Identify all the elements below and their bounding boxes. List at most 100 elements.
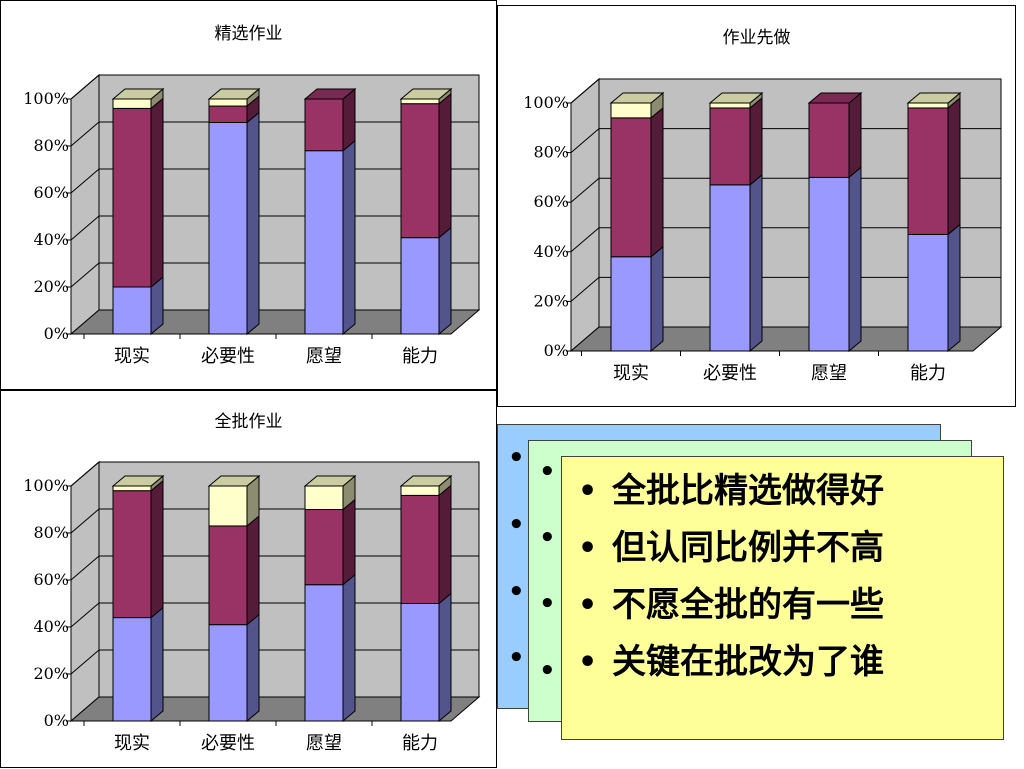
bullet-item: • 关键在批改为了谁	[562, 634, 1003, 691]
chart-title: 精选作业	[214, 24, 283, 44]
bullet-list: • 全批比精选做得好 • 但认同比例并不高 • 不愿全批的有一些 • 关键在批改为了谁	[562, 463, 1003, 691]
y-tick-label: 20%	[533, 291, 569, 310]
bar-segment	[208, 98, 248, 107]
chart-title: 作业先做	[722, 28, 791, 48]
bullet-marker: •	[578, 588, 598, 623]
bar-segment-side	[947, 223, 961, 353]
bar-segment	[400, 98, 440, 105]
bar-top	[399, 475, 453, 487]
chart-svg: 0% 20% 40% 60% 80% 100% 现实 必要性 愿望 能力	[523, 77, 1003, 384]
gridline	[70, 461, 479, 487]
bar-segment	[400, 485, 440, 496]
bar-segment-side	[749, 96, 763, 186]
bar-segment-side	[650, 106, 664, 258]
bullet-marker: •	[508, 510, 525, 540]
bar-segment	[304, 509, 344, 586]
bar-segment	[610, 256, 652, 352]
bar-segment	[112, 485, 152, 492]
bar-segment	[304, 150, 344, 335]
x-tick-label: 愿望	[306, 733, 342, 754]
bar-segment	[304, 98, 344, 152]
x-tick-label: 能力	[402, 733, 438, 754]
bar-segment	[112, 107, 152, 288]
bullet-item: • 全批比精选做得好	[562, 463, 1003, 520]
bar-segment	[610, 117, 652, 258]
bar-segment	[208, 105, 248, 124]
x-tick-label: 愿望	[811, 363, 847, 384]
chart-panel-3: 全批作业 0% 20% 40% 60% 80% 100% 现实 必要性 愿望 能力	[0, 390, 497, 768]
bullet-marker: •	[578, 474, 598, 509]
bar-top	[207, 475, 261, 487]
bar-segment	[208, 525, 248, 626]
bar-segment	[808, 176, 850, 352]
x-tick-label: 必要性	[201, 733, 255, 754]
x-tick-label: 现实	[114, 733, 150, 754]
bar-segment	[304, 485, 344, 510]
x-tick-label: 现实	[613, 363, 649, 384]
chart-panel-1: 精选作业 0% 20% 40% 60% 80% 100% 现实 必要性 愿望 能力	[0, 0, 497, 390]
y-tick-label: 0%	[44, 711, 69, 730]
y-tick-label: 40%	[33, 617, 69, 636]
x-tick-label: 必要性	[703, 363, 757, 384]
chart-svg: 0% 20% 40% 60% 80% 100% 现实 必要性 愿望 能力	[23, 460, 481, 754]
x-tick-label: 现实	[114, 346, 150, 367]
bullet-text: 关键在批改为了谁	[612, 642, 884, 682]
bullet-marker: •	[539, 523, 556, 553]
bullet-text: 但认同比例并不高	[612, 528, 884, 568]
bar-segment	[208, 122, 248, 335]
y-tick-label: 60%	[33, 570, 69, 589]
bullet-marker: •	[508, 643, 525, 673]
gridline	[70, 74, 479, 100]
gridline	[570, 276, 1001, 302]
bullet-marker: •	[578, 531, 598, 566]
bullet-marker: •	[578, 645, 598, 680]
x-tick-label: 必要性	[201, 346, 255, 367]
bar-segment-side	[342, 87, 356, 152]
bar-top	[609, 92, 665, 104]
bar-segment-side	[650, 245, 664, 353]
bullet-marker: •	[539, 656, 556, 686]
bar-segment	[610, 102, 652, 119]
bar-segment-side	[947, 96, 961, 236]
bar-segment	[112, 286, 152, 335]
bar-segment-side	[150, 479, 164, 619]
plot-side-wall	[570, 77, 600, 353]
bar-segment-side	[749, 173, 763, 353]
bar-segment	[907, 102, 949, 109]
y-tick-label: 40%	[33, 230, 69, 249]
bar-top	[303, 475, 357, 487]
bullet-marker: •	[508, 443, 525, 473]
bar-segment	[709, 102, 751, 109]
y-tick-label: 60%	[33, 183, 69, 202]
bar-segment	[808, 102, 850, 178]
bar-top	[111, 88, 165, 100]
bar-segment	[907, 107, 949, 235]
bar-segment	[208, 624, 248, 722]
y-tick-label: 80%	[533, 143, 569, 162]
y-tick-label: 100%	[23, 476, 69, 495]
bar-segment	[112, 98, 152, 109]
y-tick-label: 80%	[33, 136, 69, 155]
y-tick-label: 20%	[33, 277, 69, 296]
bullet-marker: •	[539, 457, 556, 487]
bar-segment-side	[342, 498, 356, 586]
bar-segment-side	[246, 514, 260, 626]
x-tick-label: 能力	[402, 346, 438, 367]
bar-segment	[709, 184, 751, 352]
bullet-marker: •	[539, 589, 556, 619]
y-tick-label: 80%	[33, 523, 69, 542]
bar-segment	[709, 107, 751, 186]
bar-segment	[304, 584, 344, 722]
y-tick-label: 100%	[523, 93, 569, 112]
gridline	[570, 177, 1001, 203]
bar-segment	[208, 485, 248, 527]
bar-top	[111, 475, 165, 487]
bar-top	[207, 88, 261, 100]
bar-segment-side	[438, 484, 452, 605]
chart-title: 全批作业	[214, 412, 283, 432]
bar-top	[708, 92, 764, 104]
bar-top	[906, 92, 962, 104]
bullet-item: • 但认同比例并不高	[562, 520, 1003, 577]
bar-segment-side	[438, 92, 452, 239]
bar-segment-side	[848, 91, 862, 179]
